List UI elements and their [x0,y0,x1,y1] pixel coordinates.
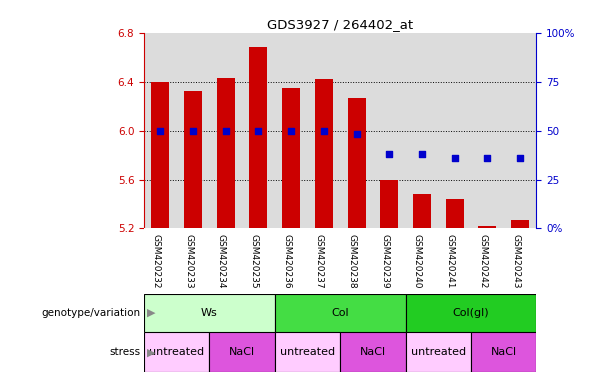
Bar [446,199,463,228]
Text: GSM420237: GSM420237 [315,234,324,288]
Bar [406,294,536,332]
Text: ▶: ▶ [147,347,156,358]
Text: GSM420232: GSM420232 [151,234,161,288]
Point [450,155,460,161]
Bar [315,79,333,228]
Bar [511,220,529,228]
Text: Col(gl): Col(gl) [452,308,489,318]
Text: ▶: ▶ [147,308,156,318]
Text: Ws: Ws [201,308,218,318]
Point [482,155,492,161]
Point [515,155,525,161]
Bar [340,332,406,372]
Text: NaCl: NaCl [490,347,517,358]
Bar [282,88,300,228]
Bar [210,332,275,372]
Point [254,127,264,134]
Text: GSM420239: GSM420239 [380,234,389,288]
Text: NaCl: NaCl [360,347,386,358]
Point [352,131,362,137]
Bar [275,294,406,332]
Point [156,127,166,134]
Text: untreated: untreated [149,347,204,358]
Title: GDS3927 / 264402_at: GDS3927 / 264402_at [267,18,413,31]
Text: GSM420235: GSM420235 [249,234,259,288]
Text: genotype/variation: genotype/variation [42,308,141,318]
Bar [478,226,497,228]
Text: GSM420243: GSM420243 [511,234,520,288]
Text: stress: stress [110,347,141,358]
Point [188,127,198,134]
Bar [348,98,365,228]
Point [221,127,230,134]
Point [286,127,296,134]
Text: NaCl: NaCl [229,347,255,358]
Text: GSM420242: GSM420242 [478,234,487,288]
Text: GSM420240: GSM420240 [413,234,422,288]
Bar [144,332,210,372]
Text: untreated: untreated [280,347,335,358]
Bar [249,47,267,228]
Bar [275,332,340,372]
Point [319,127,329,134]
Point [417,151,427,157]
Text: GSM420241: GSM420241 [446,234,455,288]
Text: GSM420238: GSM420238 [348,234,357,288]
Text: untreated: untreated [411,347,466,358]
Bar [471,332,536,372]
Bar [151,81,169,228]
Bar [144,294,275,332]
Text: GSM420233: GSM420233 [184,234,193,288]
Text: Col: Col [332,308,349,318]
Bar [406,332,471,372]
Bar [217,78,235,228]
Bar [380,180,398,228]
Text: GSM420236: GSM420236 [282,234,291,288]
Text: GSM420234: GSM420234 [217,234,226,288]
Point [384,151,394,157]
Bar [413,194,431,228]
Bar [184,91,202,228]
